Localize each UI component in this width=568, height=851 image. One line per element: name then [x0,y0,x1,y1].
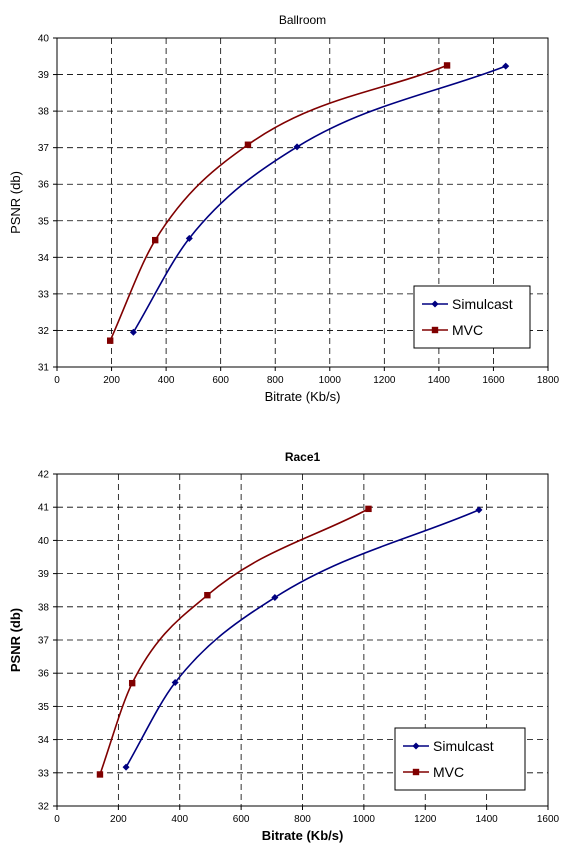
data-point [129,328,137,336]
y-tick-label: 34 [38,253,50,264]
x-tick-label: 600 [233,814,250,825]
series-simulcast [122,506,483,771]
x-tick-label: 1000 [319,375,342,386]
series-mvc [96,505,372,778]
y-tick-label: 32 [38,802,50,813]
y-tick-label: 42 [38,470,50,481]
series-mvc [106,62,451,344]
y-tick-label: 40 [38,34,50,45]
x-tick-label: 1400 [428,375,451,386]
x-tick-label: 200 [110,814,127,825]
data-point [96,771,104,778]
data-point [502,62,510,70]
data-point [152,236,159,244]
x-tick-label: 800 [294,814,311,825]
legend-marker [431,300,439,308]
y-tick-label: 35 [38,216,50,227]
data-point [122,763,130,771]
y-tick-label: 37 [38,143,50,154]
y-tick-label: 39 [38,569,50,580]
legend: Simulcast MVC [394,727,526,791]
x-tick-label: 1600 [537,814,560,825]
data-point [106,337,114,344]
data-point [443,62,451,69]
data-point [185,234,193,242]
data-point [475,506,483,514]
series-line [109,64,448,342]
x-tick-label: 200 [103,375,120,386]
series-line [132,65,507,333]
chart-2: Race1 0 200 400 600 800 1000 1200 1400 1600 32 33 34… [8,450,560,843]
data-point [244,141,252,148]
legend-label: MVC [452,322,483,338]
y-tick-label: 40 [38,536,50,547]
legend-marker [412,768,420,776]
x-tick-label: 1200 [414,814,437,825]
y-tick-label: 31 [38,363,50,374]
chart-title: Race1 [285,450,321,464]
legend-box [413,285,531,349]
chart-1: Ballroom 0 200 400 600 800 1000 1200 1400 1600 180… [8,13,560,404]
legend-label: MVC [433,764,464,780]
data-point [293,143,301,151]
data-point [365,505,372,513]
series-simulcast [129,62,510,336]
legend: Simulcast MVC [413,285,531,349]
x-tick-label: 800 [267,375,284,386]
x-axis-title: Bitrate (Kb/s) [265,389,341,404]
data-point [128,679,136,687]
data-point [171,678,179,686]
y-tick-label: 39 [38,70,50,81]
legend-label: Simulcast [452,296,513,312]
legend-marker [412,742,420,750]
x-tick-label: 1800 [537,375,560,386]
y-axis-title: PSNR (db) [8,171,23,234]
x-axis-title: Bitrate (Kb/s) [262,828,344,843]
series-line [99,508,369,775]
plot-frame [56,37,549,368]
x-tick-label: 1200 [373,375,396,386]
x-tick-label: 400 [158,375,175,386]
y-tick-label: 36 [38,669,50,680]
data-point [204,591,211,599]
x-tick-label: 1400 [476,814,499,825]
x-tick-label: 1600 [482,375,505,386]
x-tick-label: 0 [54,375,60,386]
y-tick-label: 36 [38,180,50,191]
y-tick-label: 38 [38,107,50,118]
y-tick-label: 35 [38,702,50,713]
x-tick-label: 400 [171,814,188,825]
y-tick-label: 33 [38,289,50,300]
legend-marker [431,326,439,334]
x-tick-label: 1000 [353,814,376,825]
data-point [271,594,279,602]
x-tick-label: 0 [54,814,60,825]
y-axis-title: PSNR (db) [8,608,23,672]
y-tick-label: 34 [38,735,50,746]
series-line [125,509,480,768]
y-tick-label: 41 [38,503,50,514]
y-tick-label: 32 [38,326,50,337]
x-tick-label: 600 [212,375,229,386]
y-tick-label: 38 [38,602,50,613]
y-tick-label: 33 [38,768,50,779]
y-tick-label: 37 [38,636,50,647]
legend-box [394,727,526,791]
chart-title: Ballroom [279,13,326,27]
legend-label: Simulcast [433,738,494,754]
